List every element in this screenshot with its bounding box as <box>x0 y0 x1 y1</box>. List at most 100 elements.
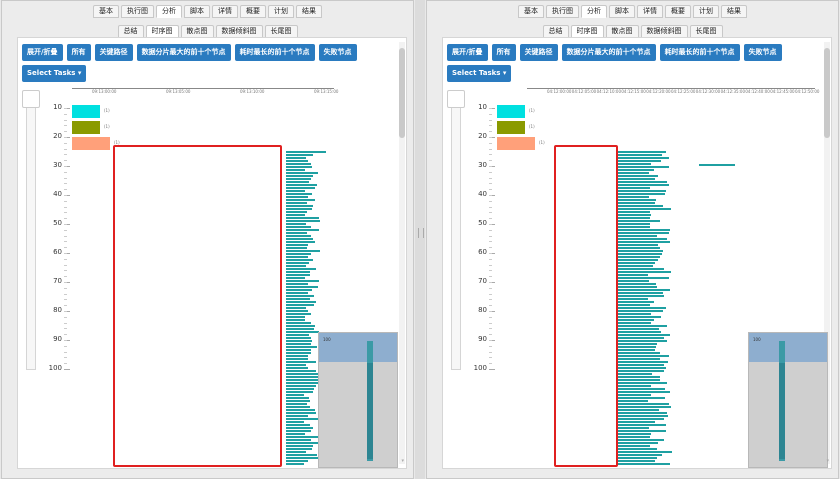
expand-collapse-button[interactable]: 展开/折叠 <box>22 44 63 61</box>
task-bar[interactable] <box>286 385 316 387</box>
task-bar[interactable] <box>286 202 307 204</box>
task-bar[interactable] <box>618 343 657 345</box>
task-bar[interactable] <box>618 394 651 396</box>
task-bar[interactable] <box>286 247 307 249</box>
task-bar[interactable] <box>286 232 307 234</box>
top-tab-1[interactable]: 执行图 <box>546 5 579 18</box>
task-bar[interactable] <box>618 199 656 201</box>
top-tab-5[interactable]: 概要 <box>240 5 266 18</box>
task-bar[interactable] <box>286 187 315 189</box>
task-bar[interactable] <box>286 433 305 435</box>
top-tab-6[interactable]: 计划 <box>268 5 294 18</box>
task-bar[interactable] <box>286 211 307 213</box>
task-bar[interactable] <box>618 157 669 159</box>
task-bar[interactable] <box>618 373 652 375</box>
task-bar[interactable] <box>286 340 312 342</box>
task-bar[interactable] <box>286 343 311 345</box>
task-bar[interactable] <box>618 370 664 372</box>
task-bar[interactable] <box>699 164 735 166</box>
task-bar[interactable] <box>618 211 650 213</box>
task-bar[interactable] <box>618 436 650 438</box>
pane-splitter[interactable] <box>415 0 425 479</box>
minimap-viewport[interactable] <box>319 333 397 362</box>
task-bar[interactable] <box>618 196 649 198</box>
task-bar[interactable] <box>618 421 655 423</box>
critical-path-button[interactable]: 关键路径 <box>519 44 558 61</box>
task-bar[interactable] <box>618 160 661 162</box>
task-bar[interactable] <box>618 430 666 432</box>
task-bar[interactable] <box>286 451 306 453</box>
task-bar[interactable] <box>618 190 666 192</box>
task-bar[interactable] <box>618 400 648 402</box>
task-bar[interactable] <box>618 187 650 189</box>
top-tab-0[interactable]: 基本 <box>93 5 119 18</box>
task-bar[interactable] <box>286 172 318 174</box>
task-bar[interactable] <box>618 169 654 171</box>
task-bar[interactable] <box>618 376 660 378</box>
task-bar[interactable] <box>618 346 656 348</box>
task-bar[interactable] <box>286 337 311 339</box>
task-bar[interactable] <box>286 226 311 228</box>
task-bar[interactable] <box>618 319 654 321</box>
task-bar[interactable] <box>618 424 666 426</box>
task-bar[interactable] <box>286 370 316 372</box>
task-bar[interactable] <box>618 235 657 237</box>
task-bar[interactable] <box>618 151 666 153</box>
task-bar[interactable] <box>286 424 310 426</box>
task-bar[interactable] <box>286 196 308 198</box>
task-bar[interactable] <box>618 274 648 276</box>
top-tab-7[interactable]: 结果 <box>296 5 322 18</box>
task-bar[interactable] <box>618 328 659 330</box>
task-bar[interactable] <box>618 334 670 336</box>
expand-collapse-button[interactable]: 展开/折叠 <box>447 44 488 61</box>
task-bar[interactable] <box>618 262 655 264</box>
task-bar[interactable] <box>618 250 663 252</box>
task-bar[interactable] <box>286 352 311 354</box>
task-bar[interactable] <box>618 256 660 258</box>
task-bar[interactable] <box>286 373 318 375</box>
task-bar[interactable] <box>286 298 310 300</box>
task-bar[interactable] <box>618 226 650 228</box>
zoom-slider-track[interactable] <box>26 98 36 370</box>
task-bar[interactable] <box>618 358 660 360</box>
task-bar[interactable] <box>618 241 670 243</box>
task-bar[interactable] <box>286 361 316 363</box>
top-tab-5[interactable]: 概要 <box>665 5 691 18</box>
task-bar[interactable] <box>286 301 316 303</box>
task-bar[interactable] <box>286 457 318 459</box>
task-bar[interactable] <box>286 277 305 279</box>
task-bar[interactable] <box>286 358 308 360</box>
overview-minimap[interactable]: 100 <box>748 332 828 468</box>
task-bar[interactable] <box>286 316 305 318</box>
task-bar[interactable] <box>618 415 668 417</box>
task-bar[interactable] <box>618 232 669 234</box>
task-bar[interactable] <box>286 388 314 390</box>
task-bar[interactable] <box>286 238 313 240</box>
task-bar[interactable] <box>618 247 660 249</box>
top-duration-button[interactable]: 耗时最长的前十个节点 <box>234 44 315 61</box>
task-bar[interactable] <box>618 172 649 174</box>
task-bar[interactable] <box>286 412 316 414</box>
task-bar[interactable] <box>286 295 314 297</box>
task-bar[interactable] <box>618 337 664 339</box>
task-bar[interactable] <box>286 325 315 327</box>
task-bar[interactable] <box>286 157 306 159</box>
task-bar[interactable] <box>618 463 670 465</box>
task-bar[interactable] <box>286 190 305 192</box>
task-bar[interactable] <box>286 319 305 321</box>
task-bar[interactable] <box>286 334 309 336</box>
task-bar[interactable] <box>286 355 308 357</box>
task-bar[interactable] <box>618 208 671 210</box>
task-bar[interactable] <box>618 445 650 447</box>
task-bar[interactable] <box>286 193 312 195</box>
task-bar[interactable] <box>286 160 308 162</box>
top-tab-3[interactable]: 脚本 <box>609 5 635 18</box>
task-bar[interactable] <box>618 214 651 216</box>
task-bar[interactable] <box>618 427 649 429</box>
task-bar[interactable] <box>618 385 651 387</box>
task-bar[interactable] <box>286 244 308 246</box>
task-bar[interactable] <box>286 427 313 429</box>
task-bar[interactable] <box>618 448 657 450</box>
top-data-shard-button[interactable]: 数据分片最大的前十个节点 <box>561 44 656 61</box>
task-bar[interactable] <box>286 304 314 306</box>
